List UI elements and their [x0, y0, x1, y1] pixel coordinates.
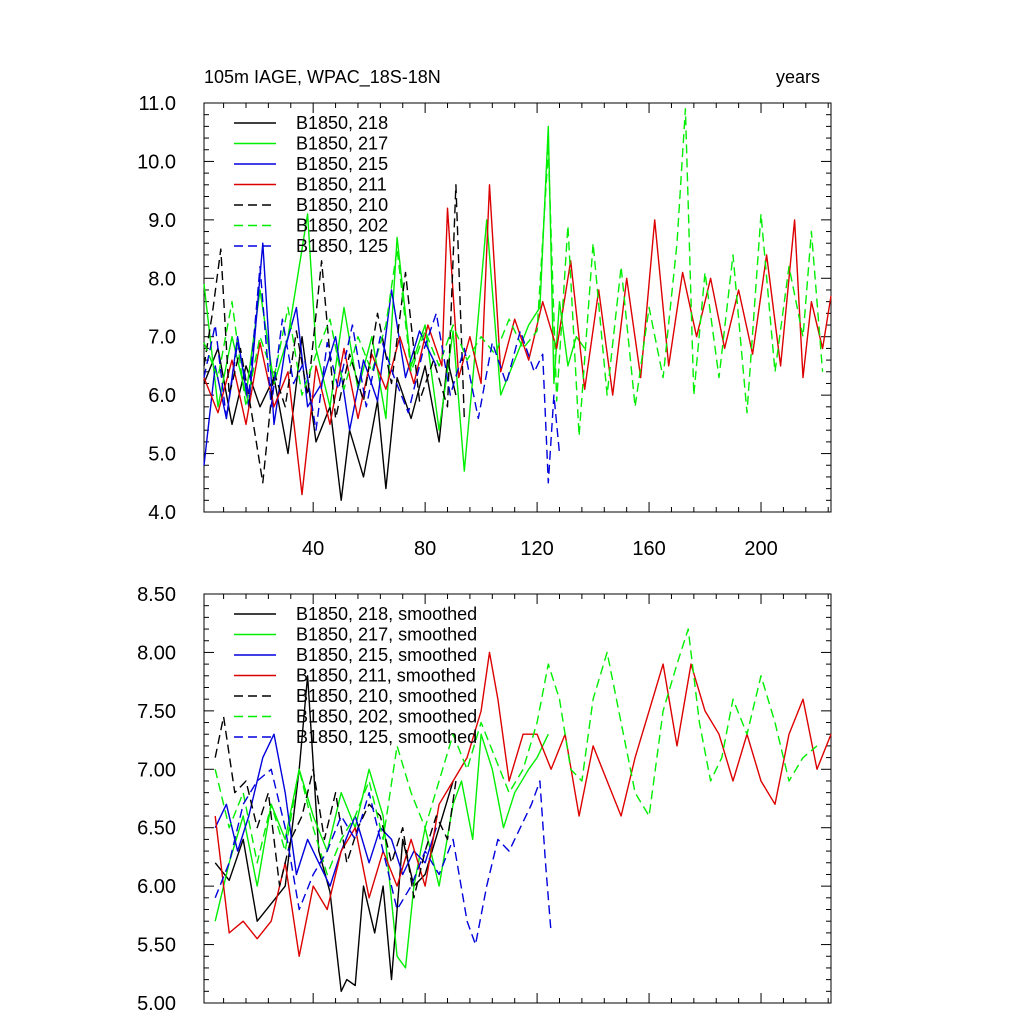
bottom-series-line-6: [214, 628, 818, 876]
top-series-line-3: [203, 242, 437, 466]
bottom-legend-label: B1850, 217, smoothed: [296, 625, 477, 645]
y-tick-label: 7.00: [137, 759, 176, 781]
chart-title: 105m IAGE, WPAC_18S-18N: [204, 67, 441, 88]
bottom-panel: 5.00 5.50 6.00 6.50 7.00 7.50 8.00 8.50 B1850, …: [137, 584, 832, 1015]
x-tick-label: 120: [520, 538, 553, 560]
top-legend-label: B1850, 210: [296, 195, 388, 215]
y-tick-label: 7.50: [137, 701, 176, 723]
top-series: [203, 108, 832, 501]
y-tick-label: 8.00: [137, 642, 176, 664]
y-tick-label: 10.0: [137, 151, 176, 173]
bottom-series-line-3: [214, 733, 437, 887]
bottom-series-line-7: [214, 768, 552, 946]
top-legend-label: B1850, 202: [296, 216, 388, 236]
x-tick-label: 160: [632, 538, 665, 560]
units-label: years: [776, 67, 820, 87]
y-tick-label: 11.0: [139, 93, 176, 115]
y-tick-label: 6.00: [137, 876, 176, 898]
bottom-legend-label: B1850, 202, smoothed: [296, 707, 477, 727]
x-tick-label: 200: [744, 538, 777, 560]
bottom-legend-label: B1850, 211, smoothed: [296, 666, 476, 686]
y-tick-label: 6.50: [137, 818, 176, 840]
top-legend-label: B1850, 218: [296, 113, 388, 133]
x-tick-label: 80: [414, 538, 436, 560]
y-tick-label: 5.0: [148, 444, 176, 466]
top-panel: 4.05.06.07.08.09.010.011.040 80 120 160 200 …: [137, 93, 832, 560]
y-tick-label: 8.50: [137, 584, 176, 606]
bottom-series-line-4: [214, 651, 832, 957]
y-tick-label: 6.0: [148, 385, 176, 407]
top-series-line-7: [203, 265, 561, 484]
bottom-series-line-5: [214, 716, 457, 899]
bottom-ticks: 5.00 5.50 6.00 6.50 7.00 7.50 8.00 8.50: [137, 584, 831, 1015]
top-legend-label: B1850, 217: [296, 134, 388, 154]
y-tick-label: 5.00: [137, 993, 176, 1015]
y-tick-label: 8.0: [148, 268, 176, 290]
y-tick-label: 5.50: [137, 935, 176, 957]
y-tick-label: 4.0: [148, 502, 176, 524]
top-series-line-5: [203, 184, 465, 484]
top-ticks: 4.0 5.0 6.0 7.0 8.0 9.0 10.0 11.0 40 80 120 160 200: [137, 93, 831, 560]
y-tick-label: 9.0: [148, 210, 176, 232]
top-legend-label: B1850, 215: [296, 154, 388, 174]
top-series-line-4: [203, 184, 832, 496]
bottom-series-line-2: [214, 733, 549, 969]
top-series-line-6: [203, 108, 824, 437]
bottom-legend-label: B1850, 125, smoothed: [296, 727, 477, 747]
top-legend-label: B1850, 211: [296, 175, 387, 195]
bottom-plot-frame: [203, 593, 832, 1004]
bottom-legend-label: B1850, 218, smoothed: [296, 604, 477, 624]
bottom-legend-label: B1850, 215, smoothed: [296, 645, 477, 665]
top-legend-label: B1850, 125: [296, 236, 388, 256]
y-tick-label: 7.0: [148, 327, 176, 349]
top-series-line-2: [203, 125, 586, 472]
x-tick-label: 40: [302, 538, 324, 560]
top-plot-frame: [203, 102, 832, 513]
bottom-legend-label: B1850, 210, smoothed: [296, 686, 477, 706]
bottom-series: [214, 628, 832, 992]
